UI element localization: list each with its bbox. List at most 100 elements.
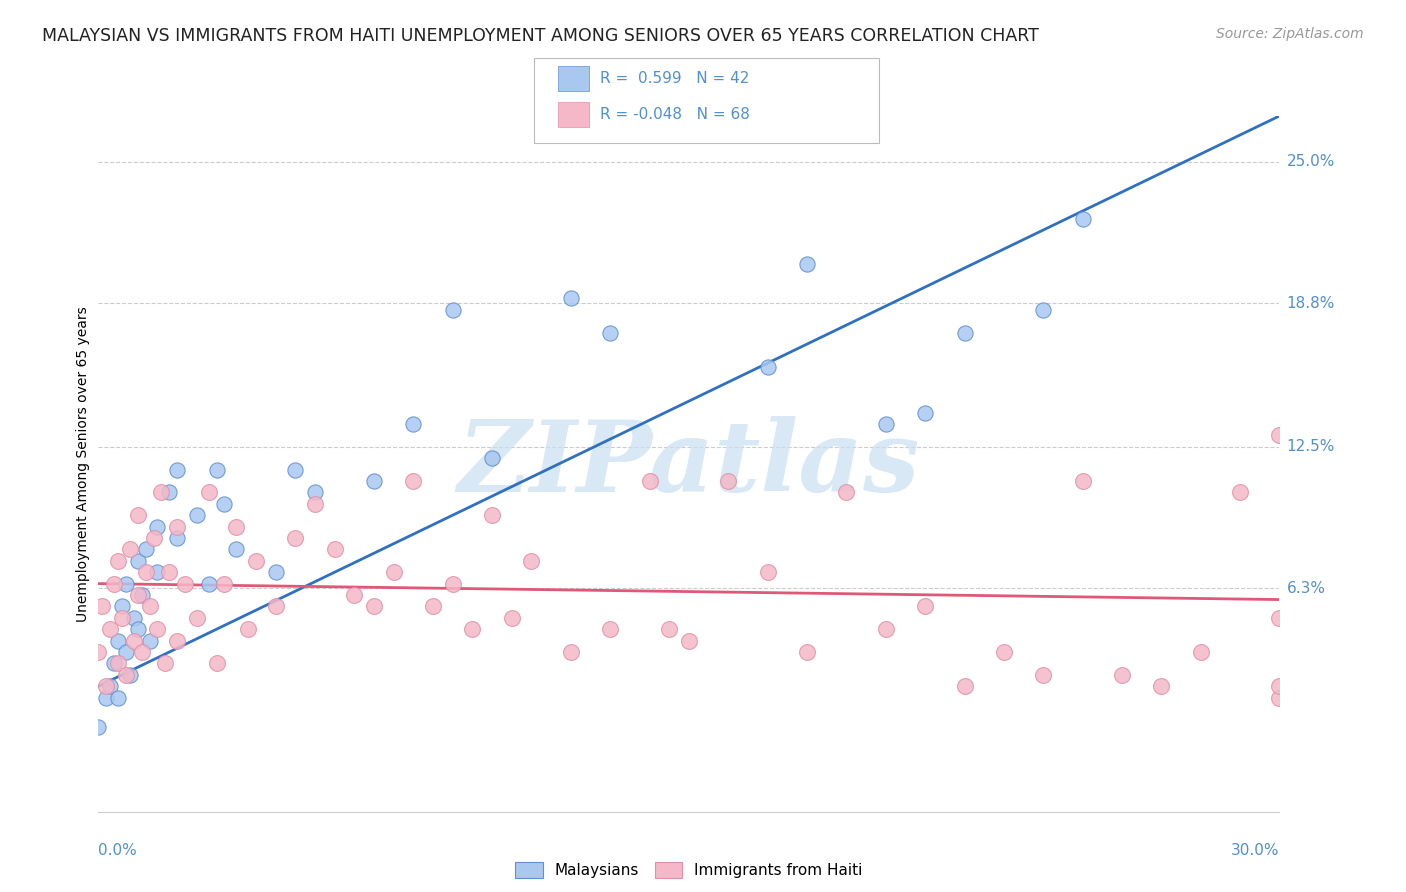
Point [441,576,464,591]
Point [756,359,779,374]
Point [197,485,219,500]
Point [382,565,405,579]
Legend: Malaysians, Immigrants from Haiti: Malaysians, Immigrants from Haiti [509,856,869,884]
Text: R = -0.048   N = 68: R = -0.048 N = 68 [600,107,751,122]
Point [1268,611,1291,625]
Point [678,633,700,648]
Point [481,508,503,523]
Point [166,462,188,476]
Point [107,657,129,671]
Point [717,474,740,488]
Point [1268,679,1291,693]
Point [599,622,621,636]
Point [304,497,326,511]
Point [127,554,149,568]
Point [142,531,165,545]
Point [284,531,307,545]
Point [205,462,228,476]
Point [363,599,385,614]
Point [146,622,169,636]
Point [166,633,188,648]
Point [1032,668,1054,682]
Point [127,622,149,636]
Point [304,485,326,500]
Point [127,508,149,523]
Point [875,622,897,636]
Point [501,611,523,625]
Point [157,565,180,579]
Point [441,302,464,317]
Point [402,474,425,488]
Point [122,633,145,648]
Point [914,599,936,614]
Point [150,485,173,500]
Text: 30.0%: 30.0% [1232,843,1279,858]
Point [1150,679,1173,693]
Point [245,554,267,568]
Point [953,679,976,693]
Point [1032,302,1054,317]
Point [560,645,582,659]
Point [115,645,138,659]
Point [138,633,160,648]
Point [1229,485,1251,500]
Point [87,645,110,659]
Point [166,519,188,533]
Point [197,576,219,591]
Point [461,622,484,636]
Point [481,451,503,466]
Point [98,622,121,636]
Point [875,417,897,431]
Point [363,474,385,488]
Point [107,554,129,568]
Point [284,462,307,476]
Point [796,257,818,271]
Text: 25.0%: 25.0% [1286,154,1334,169]
Point [560,292,582,306]
Text: ZIPatlas: ZIPatlas [458,416,920,512]
Point [953,326,976,340]
Point [658,622,681,636]
Point [186,508,208,523]
Y-axis label: Unemployment Among Seniors over 65 years: Unemployment Among Seniors over 65 years [76,306,90,622]
Text: Source: ZipAtlas.com: Source: ZipAtlas.com [1216,27,1364,41]
Text: 12.5%: 12.5% [1286,439,1334,454]
Point [599,326,621,340]
Point [914,405,936,419]
Point [103,657,125,671]
Point [87,720,110,734]
Point [115,668,138,682]
Text: R =  0.599   N = 42: R = 0.599 N = 42 [600,71,749,87]
Point [111,599,134,614]
Point [98,679,121,693]
Point [111,611,134,625]
Point [993,645,1015,659]
Point [96,690,118,705]
Point [91,599,114,614]
Point [138,599,160,614]
Point [520,554,543,568]
Point [135,542,157,557]
Point [756,565,779,579]
Point [796,645,818,659]
Point [103,576,125,591]
Point [835,485,858,500]
Text: 18.8%: 18.8% [1286,295,1334,310]
Point [264,565,287,579]
Point [402,417,425,431]
Point [236,622,259,636]
Text: 6.3%: 6.3% [1286,581,1326,596]
Point [157,485,180,500]
Point [118,668,141,682]
Point [107,690,129,705]
Point [118,542,141,557]
Point [131,645,153,659]
Point [638,474,661,488]
Point [146,565,169,579]
Point [135,565,157,579]
Point [214,497,236,511]
Point [422,599,444,614]
Point [1071,211,1094,226]
Point [323,542,346,557]
Point [1111,668,1133,682]
